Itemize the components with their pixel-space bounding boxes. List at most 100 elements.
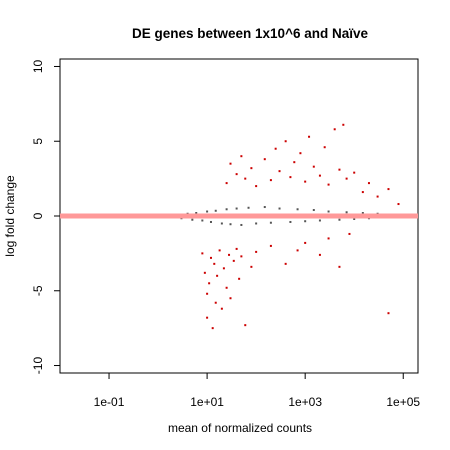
- significant-point: [361, 191, 364, 194]
- significant-point: [323, 146, 326, 149]
- significant-point: [327, 237, 330, 240]
- significant-point: [225, 286, 228, 289]
- significant-point: [222, 267, 225, 270]
- significant-point: [304, 241, 307, 244]
- significant-point: [229, 297, 232, 300]
- non-significant-point: [240, 223, 243, 226]
- significant-point: [367, 182, 370, 185]
- significant-point: [255, 185, 258, 188]
- significant-point: [284, 140, 287, 143]
- significant-point: [327, 183, 330, 186]
- significant-point: [318, 253, 321, 256]
- significant-point: [211, 327, 214, 330]
- non-significant-point: [214, 209, 217, 212]
- significant-point: [232, 259, 235, 262]
- significant-point: [304, 180, 307, 183]
- significant-point: [214, 301, 217, 304]
- non-significant-point: [209, 220, 212, 223]
- significant-point: [209, 256, 212, 259]
- x-tick-label: 1e+05: [386, 395, 420, 409]
- significant-point: [376, 195, 379, 198]
- significant-point: [244, 177, 247, 180]
- y-tick-label: 5: [31, 138, 45, 145]
- non-significant-point: [312, 209, 315, 212]
- significant-point: [240, 255, 243, 258]
- non-significant-point: [235, 207, 238, 210]
- significant-point: [229, 162, 232, 165]
- significant-point: [269, 179, 272, 182]
- y-tick-label: -5: [31, 285, 45, 296]
- chart-title: DE genes between 1x10^6 and Naïve: [132, 26, 368, 41]
- non-significant-point: [361, 212, 364, 215]
- significant-points: [201, 123, 400, 330]
- significant-point: [235, 173, 238, 176]
- x-axis-label: mean of normalized counts: [168, 421, 312, 435]
- significant-point: [348, 232, 351, 235]
- non-significant-point: [353, 217, 356, 220]
- non-significant-point: [220, 222, 223, 225]
- significant-point: [278, 170, 281, 173]
- non-significant-point: [345, 211, 348, 214]
- significant-point: [342, 123, 345, 126]
- non-significant-point: [269, 221, 272, 224]
- significant-point: [225, 182, 228, 185]
- significant-point: [213, 262, 216, 265]
- significant-point: [203, 271, 206, 274]
- non-significant-point: [327, 210, 330, 213]
- significant-point: [353, 171, 356, 174]
- non-significant-point: [229, 223, 232, 226]
- y-tick-label: 10: [31, 59, 45, 73]
- significant-point: [299, 152, 302, 155]
- significant-point: [312, 165, 315, 168]
- non-significant-point: [247, 206, 250, 209]
- significant-point: [218, 249, 221, 252]
- non-significant-point: [304, 220, 307, 223]
- x-tick-label: 1e+01: [190, 395, 224, 409]
- significant-point: [206, 316, 209, 319]
- significant-point: [284, 262, 287, 265]
- significant-point: [228, 253, 231, 256]
- significant-point: [250, 265, 253, 268]
- non-significant-point: [195, 212, 198, 215]
- x-ticks: 1e-01 1e+01 1e+03 1e+05: [94, 373, 420, 409]
- significant-point: [269, 244, 272, 247]
- y-tick-label: -10: [31, 357, 45, 375]
- significant-point: [206, 292, 209, 295]
- non-significant-point: [289, 220, 292, 223]
- significant-point: [220, 307, 223, 310]
- significant-point: [263, 158, 266, 161]
- y-ticks: -10 -5 0 5 10: [31, 59, 60, 374]
- non-significant-point: [318, 219, 321, 222]
- non-significant-point: [278, 207, 281, 210]
- non-significant-point: [263, 206, 266, 209]
- non-significant-point: [206, 210, 209, 213]
- significant-point: [216, 274, 219, 277]
- significant-point: [238, 277, 241, 280]
- x-tick-label: 1e+03: [288, 395, 322, 409]
- significant-point: [293, 161, 296, 164]
- non-significant-point: [225, 208, 228, 211]
- x-tick-label: 1e-01: [94, 395, 125, 409]
- non-significant-point: [255, 222, 258, 225]
- non-significant-point: [296, 208, 299, 211]
- significant-point: [397, 203, 400, 206]
- significant-point: [296, 249, 299, 252]
- non-significant-point: [338, 218, 341, 221]
- significant-point: [240, 155, 243, 158]
- significant-point: [338, 168, 341, 171]
- y-axis-label: log fold change: [3, 175, 17, 257]
- non-significant-point: [201, 219, 204, 222]
- y-tick-label: 0: [31, 212, 45, 219]
- significant-point: [308, 135, 311, 138]
- significant-point: [387, 312, 390, 315]
- significant-point: [274, 147, 277, 150]
- significant-point: [208, 282, 211, 285]
- significant-point: [333, 128, 336, 131]
- significant-point: [250, 167, 253, 170]
- significant-point: [345, 177, 348, 180]
- non-significant-point: [191, 218, 194, 221]
- significant-point: [201, 252, 204, 255]
- significant-point: [338, 265, 341, 268]
- significant-point: [289, 176, 292, 179]
